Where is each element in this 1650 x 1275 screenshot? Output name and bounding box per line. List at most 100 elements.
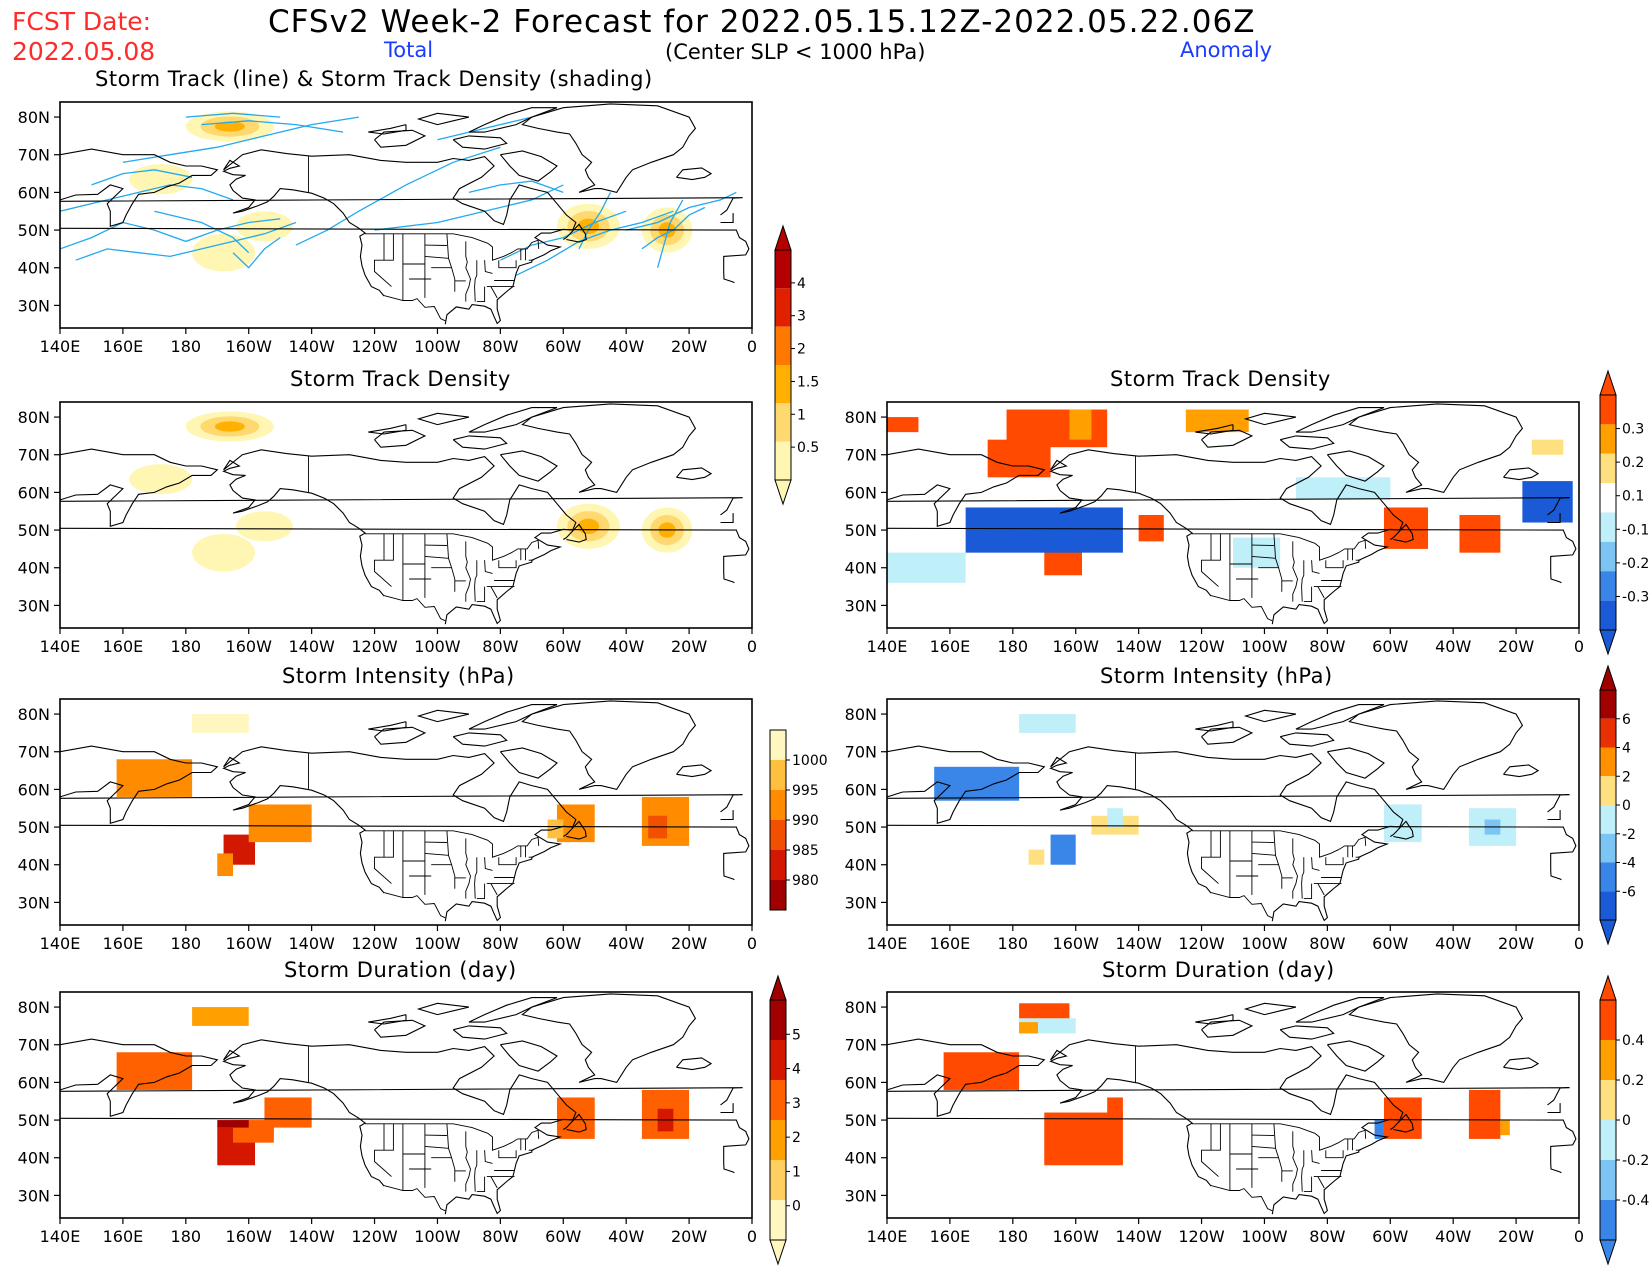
coastline [1049, 459, 1212, 597]
colorbar-label: 0.1 [1622, 489, 1644, 505]
colorbar-label: 1.5 [797, 374, 819, 390]
lat-label: 70N [18, 446, 50, 465]
anomaly-cell [1107, 808, 1123, 828]
lat-label: 40N [18, 559, 50, 578]
coastline-layer [60, 993, 750, 1215]
lat-label: 80N [845, 998, 877, 1017]
lat-label: 40N [845, 856, 877, 875]
coastline [222, 459, 385, 597]
lat-label: 60N [18, 183, 50, 202]
state-border [1301, 857, 1305, 899]
coastline [60, 824, 750, 881]
coastline [416, 1002, 470, 1016]
anomaly-cell [1050, 834, 1076, 865]
lat-label: 50N [845, 1111, 877, 1130]
coastline [1348, 403, 1524, 494]
anomaly-cell [1069, 409, 1092, 440]
lon-label: 160E [930, 637, 971, 656]
colorbar-bottom-arrow [774, 479, 792, 506]
shading-layer [129, 111, 693, 272]
map-frame [886, 991, 1580, 1219]
lat-label: 50N [18, 818, 50, 837]
coastline [468, 407, 558, 433]
map-panel-int-anom: 80N 70N 60N 50N 40N 30N 140E 160E 180 160W 140W 120… [845, 698, 1584, 953]
lon-label: 100W [414, 337, 461, 356]
colorbar-label: -6 [1622, 884, 1636, 900]
coastline [1348, 993, 1524, 1084]
state-border [424, 852, 449, 856]
anomaly-cell [1383, 804, 1422, 843]
colorbar-swatch [775, 365, 791, 404]
colorbar-label: 1 [797, 407, 806, 423]
state-border [476, 1176, 486, 1193]
state-border [476, 883, 486, 900]
density-total-title: Storm Track Density [290, 367, 511, 391]
colorbar-label: 0.2 [1622, 455, 1644, 471]
colorbar-label: -2 [1622, 827, 1636, 843]
coastline-layer [60, 403, 750, 625]
anomaly-cell [887, 417, 919, 433]
lon-label: 0 [747, 934, 757, 953]
lon-label: 0 [747, 1227, 757, 1246]
colorbar-swatch [770, 730, 786, 760]
state-border [1317, 1176, 1325, 1189]
colorbar-swatch [770, 1200, 786, 1240]
coastline [1279, 732, 1335, 747]
colorbar-label: 995 [792, 783, 819, 799]
coastline [60, 1117, 750, 1174]
coastline [887, 824, 1577, 881]
state-border [1311, 1150, 1320, 1164]
state-border [1311, 560, 1320, 574]
density-anomaly-title: Storm Track Density [1110, 367, 1331, 391]
colorbar-label: 3 [792, 1096, 801, 1112]
colorbar-swatch [770, 1120, 786, 1160]
density-contour [129, 464, 193, 495]
lon-label: 140W [288, 1227, 335, 1246]
colorbar-label: 2 [797, 342, 806, 358]
state-border [498, 1150, 517, 1159]
colorbar-swatch [770, 880, 786, 910]
state-border [446, 1123, 456, 1182]
coastline [374, 1019, 427, 1038]
state-border [1317, 883, 1325, 896]
anomaly-cell [934, 766, 1020, 801]
coastline [499, 450, 558, 482]
coastline [1295, 407, 1385, 433]
lon-label: 140E [40, 934, 81, 953]
colorbar-bottom-arrow [1599, 1239, 1617, 1266]
colorbar-swatch [770, 850, 786, 880]
state-border [484, 1150, 493, 1164]
intensity-anomaly-title: Storm Intensity (hPa) [1100, 664, 1333, 688]
anomaly-cell [1374, 1120, 1384, 1139]
colorbar-swatch [1600, 1080, 1616, 1120]
coastline [676, 167, 713, 181]
colorbar-bottom-arrow [769, 1239, 787, 1266]
map-panel-track: 80N 70N 60N 50N 40N 30N 140E 160E 180 160W 140W 120… [18, 101, 757, 356]
border-layer [1135, 456, 1367, 622]
lon-label: 20W [1498, 637, 1534, 656]
colorbar-label: 980 [792, 873, 819, 889]
colorbar-swatch [1600, 571, 1616, 601]
coastline [60, 227, 750, 284]
lon-label: 120W [1178, 1227, 1225, 1246]
state-border [1210, 892, 1273, 919]
storm-track-line [122, 116, 359, 163]
lon-label: 20W [1498, 934, 1534, 953]
lat-label: 80N [18, 408, 50, 427]
anomaly-cell [1459, 515, 1501, 553]
lat-label: 40N [845, 1149, 877, 1168]
colorbar-label: 4 [792, 1062, 801, 1078]
coastline [1243, 1002, 1297, 1016]
lat-label: 30N [845, 596, 877, 615]
duration-anomaly-title: Storm Duration (day) [1102, 958, 1335, 982]
coastline [222, 756, 385, 894]
map-panel-dur-anom: 80N 70N 60N 50N 40N 30N 140E 160E 180 160W 140W 120… [845, 991, 1584, 1246]
coastline [887, 745, 1046, 825]
colorbar-intensity-anomaly: 6 4 2 0 -2 -4 -6 [1599, 664, 1636, 946]
state-border [365, 233, 540, 261]
border-layer [1135, 1046, 1367, 1212]
state-border [1192, 830, 1367, 858]
coastline [1295, 997, 1385, 1023]
lon-label: 180 [998, 934, 1029, 953]
coastline [368, 124, 407, 135]
